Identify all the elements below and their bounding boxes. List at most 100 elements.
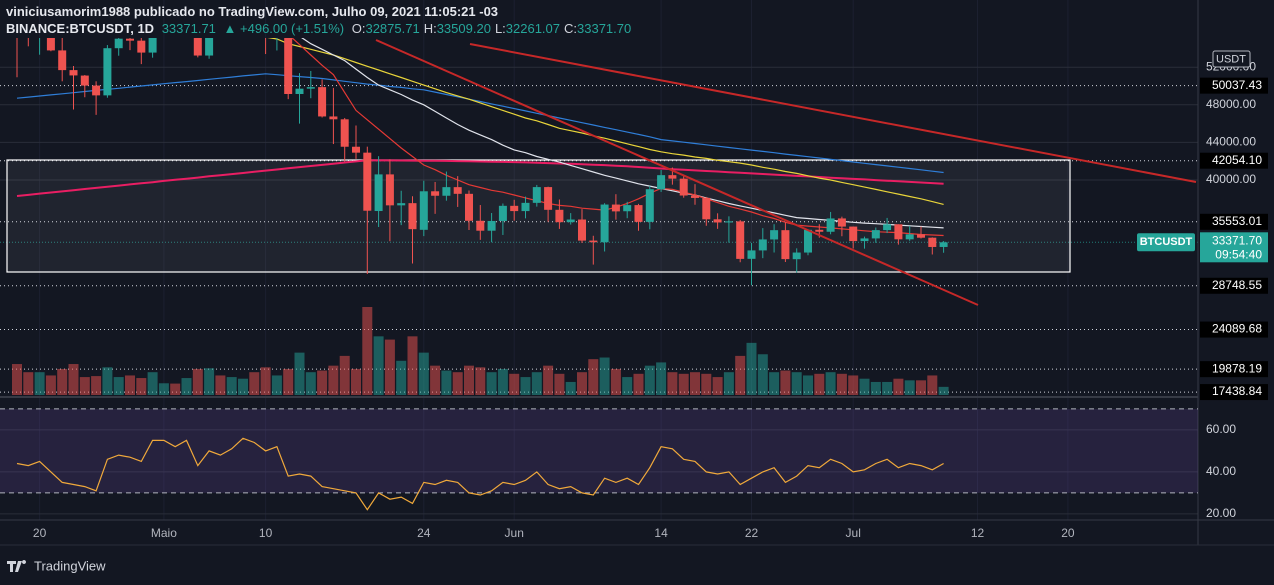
symbol-tag-box — [1137, 233, 1195, 252]
candle-body — [894, 224, 903, 240]
volume-bar — [893, 378, 904, 395]
y-tick-label: 48000.00 — [1206, 97, 1256, 111]
level-label: 28748.55 — [1212, 278, 1262, 292]
candle-body — [679, 178, 688, 196]
volume-bar — [667, 372, 678, 395]
volume-bar — [57, 368, 68, 395]
candle-body — [306, 87, 315, 89]
volume-bar — [68, 364, 79, 395]
volume-bar — [384, 339, 395, 395]
volume-bar — [249, 372, 260, 395]
ohlc-value: 32261.07 — [505, 21, 561, 36]
rsi-tick-label: 40.00 — [1206, 464, 1236, 478]
trendlines — [375, 39, 1197, 306]
last-price-box — [1200, 232, 1268, 263]
currency-badge[interactable] — [1212, 50, 1251, 68]
volume-bar — [656, 362, 667, 395]
candle-body — [691, 195, 699, 198]
volume-bar — [588, 359, 599, 395]
x-tick-label: 20 — [1061, 526, 1075, 540]
x-tick-label: Maio — [151, 526, 177, 540]
candle-body — [623, 205, 632, 212]
volume-bar — [780, 370, 791, 395]
volume-bar — [339, 355, 350, 395]
candle-body — [781, 230, 790, 260]
candle-body — [544, 187, 553, 210]
candle-body — [510, 205, 519, 212]
candle-body — [758, 239, 767, 251]
candle-body — [883, 224, 892, 231]
volume-bar — [836, 373, 847, 395]
volume-bar — [260, 367, 271, 395]
volume-bar — [23, 372, 34, 395]
candle-body — [532, 187, 541, 203]
volume-bar — [136, 378, 147, 395]
level-label-box — [1200, 384, 1268, 401]
candle-body — [126, 38, 134, 41]
ma-layer — [16, 38, 944, 237]
volume-bar — [441, 370, 452, 395]
volume-bar — [305, 372, 316, 395]
rsi-layer — [0, 408, 1198, 511]
volume-bar — [418, 352, 429, 395]
x-tick-label: Jul — [846, 526, 861, 540]
volume-bar — [204, 368, 215, 395]
level-label-box — [1200, 152, 1268, 169]
candle-layer — [16, 38, 948, 286]
candle-body — [645, 189, 654, 222]
candle-body — [600, 204, 609, 243]
volume-bar — [577, 372, 587, 395]
ohlc-key: C: — [564, 21, 578, 36]
volume-bar — [712, 377, 723, 395]
volume-layer — [12, 307, 949, 395]
candle-body — [928, 237, 937, 247]
volume-bar — [565, 381, 576, 395]
candle-body — [103, 48, 112, 96]
level-label: 35553.01 — [1212, 214, 1262, 228]
level-label-box — [1200, 321, 1268, 338]
x-tick-label: 10 — [259, 526, 273, 540]
candle-body — [137, 40, 146, 53]
candle-body — [736, 221, 745, 259]
ohlc-value: 32875.71 — [365, 21, 420, 36]
candle-body — [555, 209, 564, 223]
volume-bar — [723, 372, 734, 395]
x-tick-label: 24 — [417, 526, 431, 540]
volume-bar — [870, 381, 881, 395]
volume-bar — [317, 370, 328, 395]
candle-body — [58, 50, 67, 71]
volume-bar — [746, 342, 757, 395]
volume-bar — [373, 336, 384, 395]
candle-body — [431, 191, 440, 196]
moving-average — [16, 159, 944, 197]
y-tick-label: 40000.00 — [1206, 172, 1256, 186]
candle-body — [917, 234, 925, 238]
volume-bar — [814, 373, 825, 395]
candle-body — [476, 220, 485, 231]
candle-body — [419, 191, 428, 230]
logo-icon — [7, 560, 27, 572]
candle-body — [905, 234, 914, 240]
candle-body — [374, 174, 383, 212]
volume-bar — [45, 375, 56, 395]
candle-body — [724, 221, 733, 223]
level-label: 42054.10 — [1212, 153, 1262, 167]
candle-body — [46, 38, 55, 51]
countdown: 09:54:40 — [1215, 247, 1262, 261]
volume-bar — [848, 375, 859, 395]
logo[interactable]: TradingView — [7, 558, 106, 573]
volume-bar — [407, 336, 418, 395]
volume-bar — [283, 368, 294, 395]
volume-bar — [294, 352, 305, 395]
moving-average — [301, 38, 944, 229]
grid — [0, 0, 1198, 520]
volume-bar — [803, 375, 813, 395]
logo-text: TradingView — [34, 558, 106, 573]
candle-body — [352, 146, 360, 153]
volume-bar — [690, 372, 700, 395]
x-tick-label: 12 — [971, 526, 985, 540]
level-label: 24089.68 — [1212, 322, 1262, 336]
candle-body — [80, 75, 89, 86]
